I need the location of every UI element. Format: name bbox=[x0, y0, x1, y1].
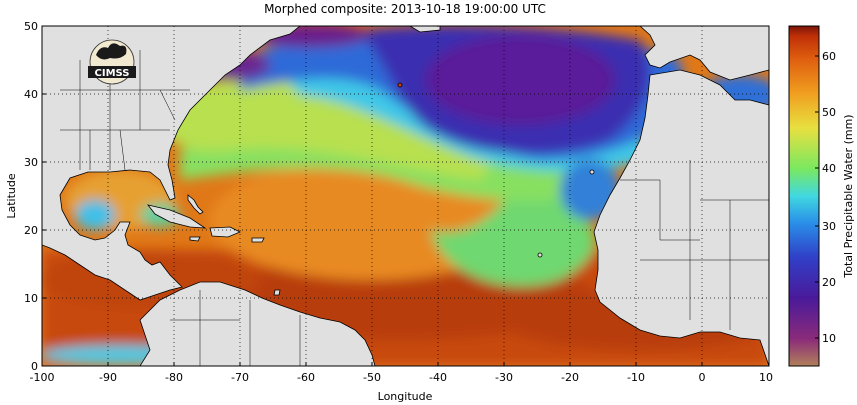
x-tick: -90 bbox=[99, 371, 117, 384]
political-boundaries bbox=[60, 40, 769, 366]
africa bbox=[593, 69, 769, 366]
x-tick: -50 bbox=[363, 371, 381, 384]
colorbar bbox=[788, 25, 820, 367]
x-tick: -10 bbox=[627, 371, 645, 384]
cape-verde bbox=[537, 252, 543, 258]
x-tick: 10 bbox=[759, 371, 773, 384]
y-tick: 20 bbox=[24, 224, 38, 237]
x-tick: -30 bbox=[495, 371, 513, 384]
canary-islands bbox=[589, 169, 595, 175]
colorbar-tick-labels: 10 20 30 40 50 60 bbox=[822, 50, 836, 345]
jamaica bbox=[189, 236, 201, 242]
y-tick: 50 bbox=[24, 20, 38, 33]
azores bbox=[397, 82, 403, 88]
cuba bbox=[146, 204, 207, 229]
x-tick: -70 bbox=[231, 371, 249, 384]
chart-title: Morphed composite: 2013-10-18 19:00:00 U… bbox=[264, 2, 546, 16]
map-frame bbox=[41, 25, 770, 367]
colorbar-label: Total Precipitable Water (mm) bbox=[842, 114, 855, 278]
land-masses bbox=[42, 26, 769, 366]
y-tick-labels: 0 10 20 30 40 50 bbox=[24, 20, 38, 373]
logo-text: CIMSS bbox=[95, 68, 130, 79]
x-tick: -20 bbox=[561, 371, 579, 384]
tpw-map: CIMSS bbox=[42, 26, 769, 366]
greenland bbox=[409, 26, 441, 33]
x-tick: -40 bbox=[429, 371, 447, 384]
puerto-rico bbox=[251, 237, 265, 243]
colorbar-tick: 40 bbox=[822, 162, 836, 175]
x-tick-marks bbox=[41, 362, 770, 366]
cimss-logo: CIMSS bbox=[88, 39, 136, 85]
x-tick: 0 bbox=[699, 371, 706, 384]
x-tick-labels: -100 -90 -80 -70 -60 -50 -40 -30 -20 -10… bbox=[30, 371, 773, 384]
y-tick: 40 bbox=[24, 88, 38, 101]
colorbar-tick: 50 bbox=[822, 106, 836, 119]
colorbar-ticks bbox=[815, 55, 819, 339]
hispaniola bbox=[209, 226, 241, 238]
trinidad bbox=[273, 289, 281, 296]
x-axis-label: Longitude bbox=[378, 390, 433, 403]
colorbar-tick: 30 bbox=[822, 220, 836, 233]
x-tick: -60 bbox=[297, 371, 315, 384]
colorbar-tick: 20 bbox=[822, 276, 836, 289]
colorbar-tick: 60 bbox=[822, 50, 836, 63]
colorbar-tick: 10 bbox=[822, 332, 836, 345]
north-america bbox=[42, 26, 301, 301]
y-tick: 0 bbox=[31, 360, 38, 373]
europe bbox=[639, 26, 769, 81]
y-tick: 30 bbox=[24, 156, 38, 169]
y-tick: 10 bbox=[24, 292, 38, 305]
south-america bbox=[139, 281, 376, 366]
x-tick: -100 bbox=[30, 371, 55, 384]
x-tick: -80 bbox=[165, 371, 183, 384]
bahamas bbox=[187, 194, 204, 215]
y-axis-label: Latitude bbox=[5, 173, 18, 219]
y-tick-marks bbox=[42, 25, 46, 367]
